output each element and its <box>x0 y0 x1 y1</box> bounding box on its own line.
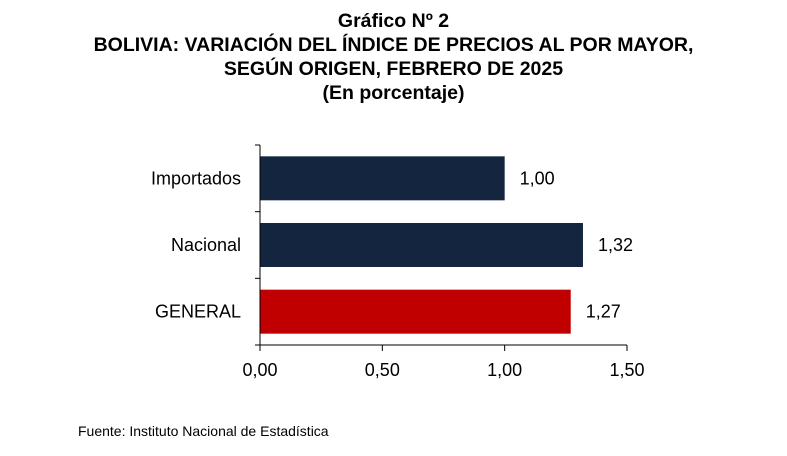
x-tick-label: 1,00 <box>487 360 522 380</box>
data-label-nacional: 1,32 <box>598 235 633 255</box>
bar-importados <box>260 156 505 201</box>
x-tick-label: 0,50 <box>365 360 400 380</box>
chart-title-line-1: Gráfico Nº 2 <box>337 10 450 32</box>
category-label-nacional: Nacional <box>171 235 241 255</box>
chart-title-line-2: BOLIVIA: VARIACIÓN DEL ÍNDICE DE PRECIOS… <box>93 34 694 56</box>
bar-nacional <box>260 223 583 267</box>
category-label-importados: Importados <box>151 168 241 188</box>
data-label-importados: 1,00 <box>520 168 555 188</box>
data-label-general: 1,27 <box>586 302 621 322</box>
bar-general <box>260 289 571 334</box>
chart-subtitle: (En porcentaje) <box>322 82 465 104</box>
source-note: Fuente: Instituto Nacional de Estadístic… <box>78 423 329 439</box>
chart-title-line-3: SEGÚN ORIGEN, FEBRERO DE 2025 <box>223 58 564 80</box>
x-tick-label: 0,00 <box>242 360 277 380</box>
chart-title-block: Gráfico Nº 2 BOLIVIA: VARIACIÓN DEL ÍNDI… <box>0 9 787 105</box>
category-label-general: GENERAL <box>155 302 241 322</box>
x-tick-label: 1,50 <box>609 360 644 380</box>
